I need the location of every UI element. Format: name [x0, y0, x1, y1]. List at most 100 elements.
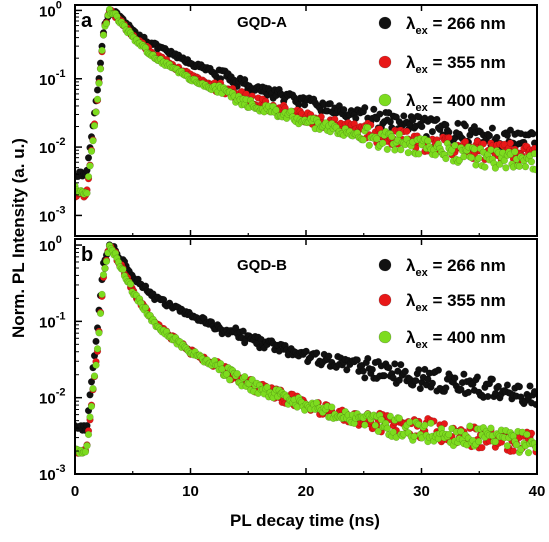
data-point — [365, 141, 373, 149]
panel-b: 0 10 20 30 40 100 10-1 10-2 10-3 b GQD-B λex = 266 … — [39, 234, 545, 500]
data-point — [87, 402, 96, 411]
data-point — [388, 133, 396, 141]
legend-label: λex = 266 nm — [406, 14, 506, 37]
legend-label: λex = 266 nm — [406, 256, 506, 279]
data-point — [526, 382, 534, 390]
data-point — [506, 139, 515, 147]
data-point — [530, 149, 537, 158]
data-point — [313, 349, 321, 357]
y-tick-label: 100 — [39, 0, 62, 20]
data-point — [92, 361, 100, 369]
legend-marker — [378, 16, 392, 30]
data-point — [328, 403, 336, 411]
x-tick-label: 40 — [529, 483, 546, 500]
data-point — [96, 65, 105, 73]
data-point — [102, 257, 111, 266]
data-point — [427, 419, 435, 427]
data-point — [512, 441, 521, 449]
data-point — [509, 447, 518, 455]
data-point — [386, 412, 394, 420]
data-point — [466, 422, 474, 430]
data-point — [359, 367, 367, 375]
legend-label: λex = 400 nm — [406, 91, 506, 114]
data-point — [241, 373, 249, 381]
y-tick-label: 10-1 — [39, 68, 65, 89]
y-tick-label: 100 — [39, 234, 62, 255]
data-point — [454, 119, 462, 128]
x-tick-label: 10 — [182, 483, 199, 500]
data-point — [98, 46, 106, 55]
panel-a-legend: λex = 266 nm λex = 355 nm λex = 400 nm — [378, 14, 506, 114]
legend-marker — [378, 293, 392, 307]
data-point — [119, 265, 127, 274]
legend-label: λex = 400 nm — [406, 328, 506, 351]
data-point — [428, 379, 437, 387]
data-point — [524, 449, 533, 457]
data-point — [361, 104, 369, 112]
data-point — [442, 154, 450, 163]
y-tick-label: 10-3 — [39, 204, 65, 225]
data-point — [101, 264, 109, 272]
data-point — [506, 126, 515, 134]
data-point — [389, 428, 397, 436]
x-tick-label: 20 — [298, 483, 315, 500]
panel-b-data — [75, 241, 537, 457]
data-point — [415, 150, 423, 158]
data-point — [84, 154, 93, 162]
data-point — [517, 445, 525, 453]
data-point — [376, 110, 384, 118]
data-point — [370, 105, 378, 113]
data-point — [530, 387, 537, 396]
data-point — [491, 164, 500, 172]
data-point — [451, 374, 459, 382]
data-point — [515, 383, 524, 391]
data-point — [428, 127, 437, 136]
data-point — [359, 136, 367, 144]
data-point — [99, 31, 108, 39]
data-point — [102, 19, 111, 28]
data-point — [502, 164, 510, 172]
panel-a-series-3 — [75, 5, 537, 198]
data-point — [442, 384, 450, 392]
legend-label: λex = 355 nm — [406, 291, 506, 314]
x-tick-label: 30 — [413, 483, 430, 500]
data-point — [409, 116, 417, 124]
legend-marker — [378, 93, 392, 107]
data-point — [487, 146, 495, 154]
data-point — [410, 432, 418, 441]
data-point — [494, 382, 503, 391]
data-point — [421, 421, 429, 429]
panel-a-data — [75, 5, 537, 201]
data-point — [434, 366, 443, 374]
panel-b-letter: b — [81, 244, 93, 266]
data-point — [397, 361, 405, 369]
x-axis-title: PL decay time (ns) — [230, 511, 380, 530]
data-point — [233, 370, 241, 378]
data-point — [353, 356, 361, 364]
data-point — [433, 115, 441, 124]
data-point — [86, 413, 94, 421]
data-point — [83, 442, 91, 450]
panel-b-series-1 — [75, 241, 537, 434]
legend-marker — [378, 330, 392, 344]
data-point — [226, 376, 234, 384]
data-point — [83, 189, 91, 197]
data-point — [401, 367, 409, 375]
data-point — [302, 347, 310, 355]
data-point — [368, 365, 376, 374]
panel-a: 100 10-1 10-2 10-3 a GQD-A λex = 266 nm λex = 3… — [39, 0, 538, 237]
data-point — [326, 99, 334, 108]
data-point — [361, 421, 369, 429]
data-point — [98, 290, 106, 299]
data-point — [383, 145, 391, 154]
data-point — [340, 106, 348, 114]
data-point — [391, 360, 399, 368]
data-point — [89, 384, 97, 393]
data-point — [364, 123, 372, 132]
data-point — [400, 112, 408, 120]
data-point — [93, 86, 102, 94]
data-point — [379, 139, 387, 147]
data-point — [412, 376, 420, 385]
data-point — [500, 156, 509, 165]
panel-a-title: GQD-A — [237, 14, 287, 31]
